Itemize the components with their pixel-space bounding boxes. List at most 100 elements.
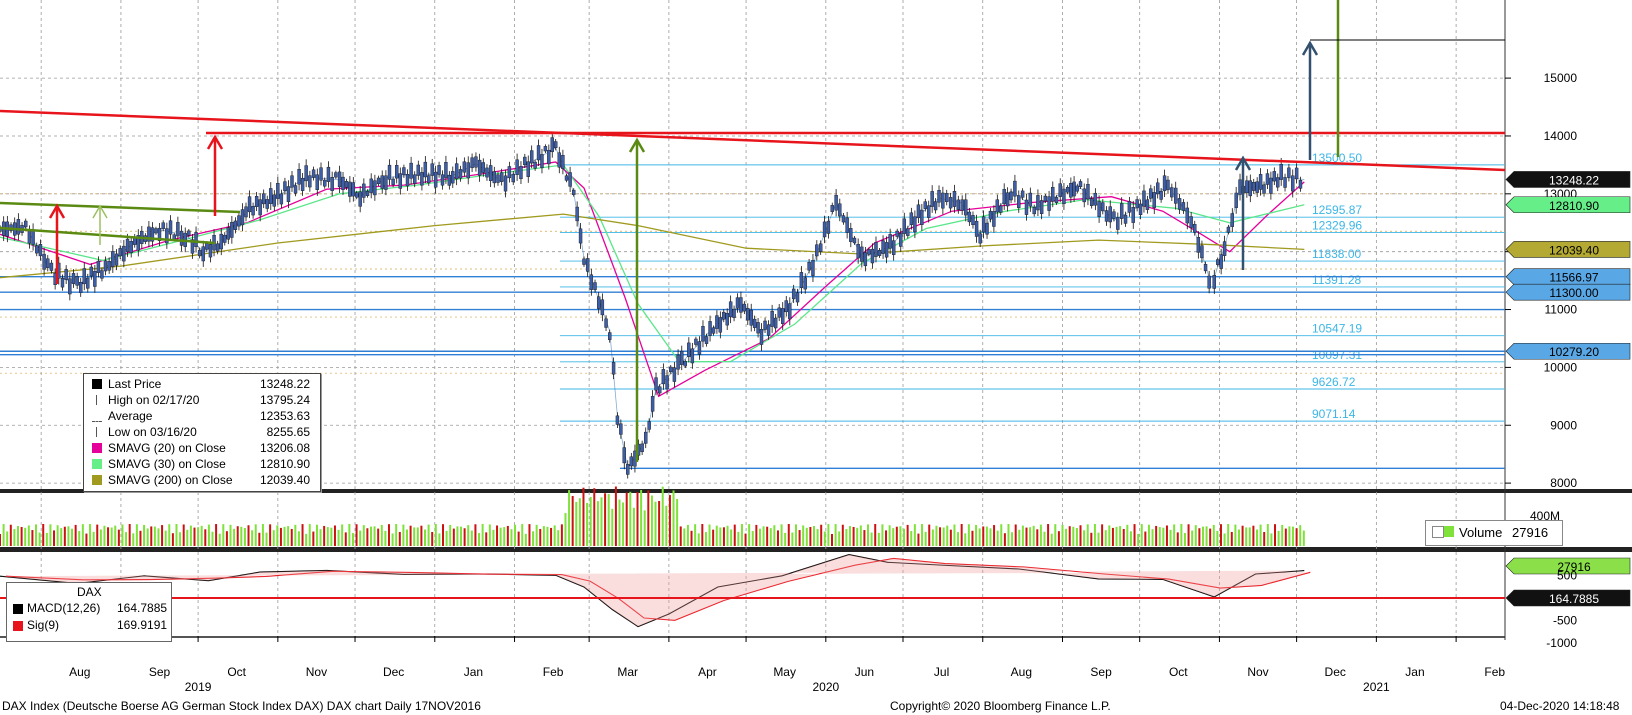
candle-body	[838, 203, 842, 217]
volume-bar	[161, 525, 164, 546]
candle-body	[680, 350, 684, 365]
candle-body	[16, 219, 21, 235]
candle-body	[818, 243, 823, 252]
volume-bar	[830, 533, 833, 546]
volume-bar	[258, 532, 261, 546]
volume-bar	[913, 524, 916, 546]
candle-body	[575, 206, 579, 222]
candle-body	[974, 220, 979, 237]
volume-bar	[474, 524, 477, 546]
volume-bar	[856, 527, 859, 546]
volume-bar	[769, 528, 772, 546]
candle-body	[930, 191, 934, 207]
volume-bar	[1252, 525, 1255, 546]
legend-value: 12039.40	[259, 473, 310, 487]
candle-body	[1238, 179, 1242, 195]
volume-bar	[135, 524, 138, 546]
volume-bar	[391, 533, 394, 546]
price-tag-bg	[1505, 342, 1631, 360]
volume-bar	[114, 525, 117, 546]
candle-body	[1189, 216, 1193, 228]
candle-body	[157, 227, 162, 241]
candle-body	[906, 228, 910, 236]
volume-bar	[568, 490, 571, 546]
volume-bar	[1259, 524, 1262, 546]
volume-bar	[431, 531, 434, 546]
volume-bar	[85, 533, 88, 546]
volume-bar	[74, 524, 77, 546]
volume-bar	[1065, 528, 1068, 546]
candle-body	[258, 199, 262, 216]
candle-body	[781, 308, 785, 324]
candle-body	[462, 161, 467, 173]
volume-bar	[668, 495, 671, 546]
volume-bar	[1057, 531, 1060, 546]
candle-body	[960, 199, 964, 211]
legend-label: High on 02/17/20	[108, 393, 200, 407]
fib-level-label: 11838.00	[1312, 247, 1361, 261]
volume-bar	[632, 507, 635, 546]
candle-body	[251, 206, 255, 216]
volume-bar	[935, 525, 938, 546]
volume-bar	[460, 526, 463, 546]
volume-bar	[53, 530, 56, 546]
volume-bar	[359, 530, 362, 546]
volume-bar	[780, 524, 783, 546]
candle-body	[1127, 201, 1132, 213]
volume-bar	[694, 524, 697, 546]
candle-body	[355, 192, 359, 198]
volume-bar	[1119, 526, 1122, 546]
volume-bar	[373, 526, 376, 546]
candle-body	[1258, 174, 1263, 190]
candle-body	[496, 174, 500, 183]
volume-bar	[1072, 526, 1075, 546]
volume-bar	[175, 524, 178, 546]
x-tick-label: Aug	[69, 665, 90, 679]
volume-bar	[27, 525, 30, 546]
price-tag-bg	[1505, 196, 1631, 214]
candle-body	[100, 270, 104, 279]
candle-body	[89, 266, 94, 277]
candle-body	[1036, 195, 1040, 211]
timestamp: 04-Dec-2020 14:18:48	[1500, 699, 1620, 713]
candle-body	[458, 169, 463, 179]
volume-bar	[323, 525, 326, 546]
volume-bar	[1151, 529, 1154, 546]
volume-bar	[150, 526, 153, 546]
candle-body	[1065, 187, 1070, 193]
candle-body	[863, 252, 868, 267]
x-tick-label: Dec	[1325, 665, 1346, 679]
volume-bar	[1219, 524, 1222, 546]
x-tick-label: Apr	[698, 665, 717, 679]
legend-swatch	[96, 395, 103, 405]
candle-body	[884, 242, 889, 258]
candle-body	[650, 396, 655, 412]
volume-bar	[265, 532, 268, 546]
signal-line	[5, 557, 1311, 621]
candle-body	[687, 342, 691, 357]
volume-bar	[942, 527, 945, 546]
candle-body	[834, 194, 838, 211]
volume-bar	[143, 525, 146, 546]
volume-bar	[939, 527, 942, 546]
candle-body	[150, 227, 155, 242]
volume-bar	[427, 524, 430, 546]
candle-body	[244, 206, 248, 218]
candle-body	[64, 269, 68, 280]
candle-body	[351, 182, 356, 197]
volume-bar	[1230, 531, 1233, 546]
right-axis-price-tag: 12039.40	[1505, 241, 1631, 258]
candle-body	[1255, 181, 1259, 193]
candle-body	[129, 240, 133, 253]
volume-bar	[240, 526, 243, 546]
volume-bar	[395, 524, 398, 546]
volume-bar	[647, 490, 650, 546]
volume-bar	[1263, 531, 1266, 546]
volume-bar	[550, 527, 553, 546]
volume-bar	[1025, 527, 1028, 546]
volume-bar	[1007, 524, 1010, 546]
candle-body	[86, 277, 90, 289]
candle-body	[519, 166, 523, 180]
candle-body	[1005, 192, 1010, 207]
